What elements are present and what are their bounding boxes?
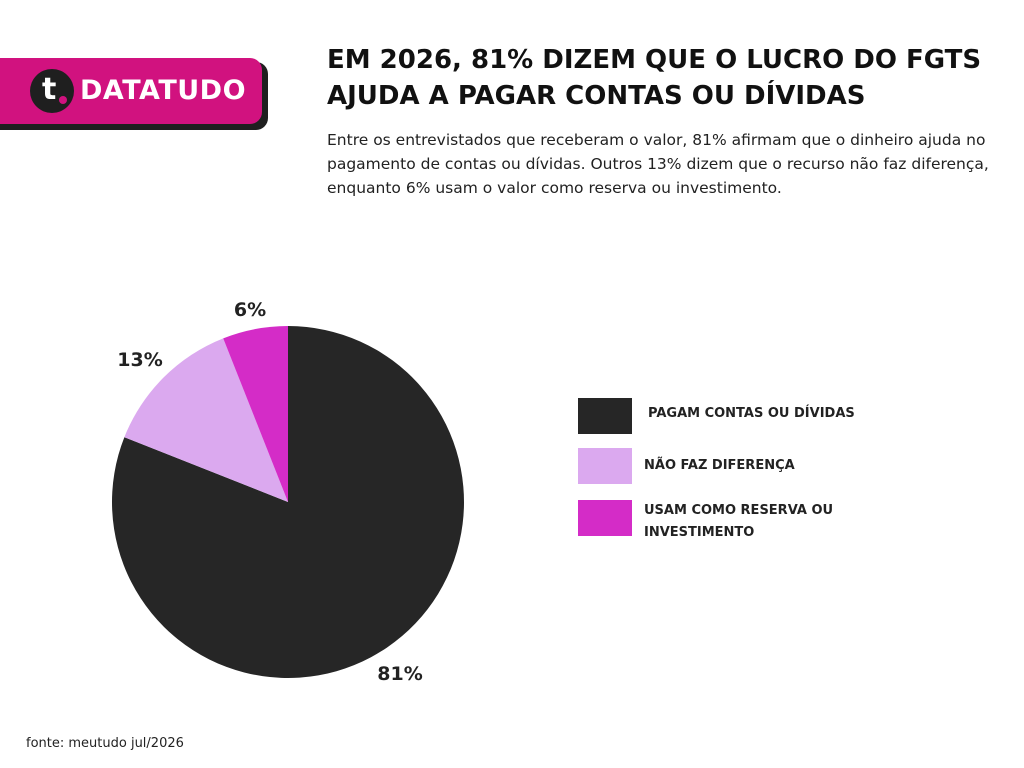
legend-label-reserva: USAM COMO RESERVA OU INVESTIMENTO xyxy=(644,503,834,540)
legend-swatch-reserva xyxy=(578,500,632,536)
pie-chart: 81% 13% 6% xyxy=(111,299,465,685)
brand-logo-letter: t xyxy=(42,72,57,107)
brand-logo-dot xyxy=(59,96,67,104)
brand-logo-icon: t xyxy=(30,69,74,113)
brand-name: DATATUDO xyxy=(80,75,247,106)
pie-slice-2 xyxy=(223,326,288,502)
legend-swatch-nao-faz xyxy=(578,448,632,484)
pie-label-2: 6% xyxy=(234,299,266,321)
chart-subtitle: Entre os entrevistados que receberam o v… xyxy=(327,131,989,197)
source-note: fonte: meutudo jul/2026 xyxy=(26,736,184,751)
pie-label-0: 81% xyxy=(377,663,422,685)
pie-slice-1 xyxy=(124,338,288,502)
pie-label-1: 13% xyxy=(117,349,162,371)
legend-label-pagam: PAGAM CONTAS OU DÍVIDAS xyxy=(648,406,855,421)
legend-label-nao-faz: NÃO FAZ DIFERENÇA xyxy=(644,458,795,473)
brand-badge: t DATATUDO xyxy=(0,58,262,124)
legend-swatch-pagam xyxy=(578,398,632,434)
chart-title: EM 2026, 81% DIZEM QUE O LUCRO DO FGTS A… xyxy=(327,45,982,111)
